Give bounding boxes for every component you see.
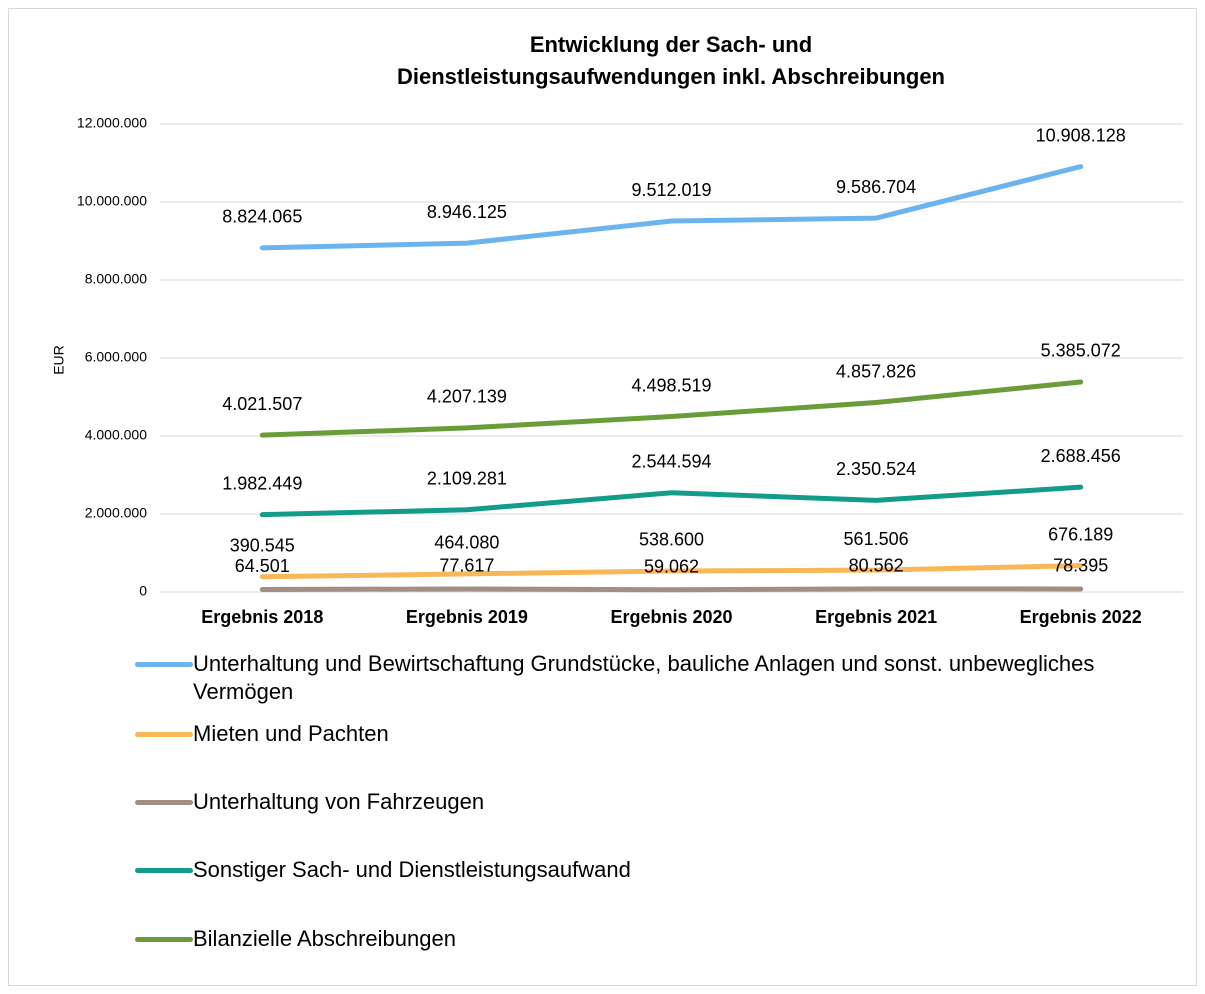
data-label: 1.982.449 — [222, 473, 302, 493]
data-label: 676.189 — [1048, 524, 1113, 544]
data-label: 561.506 — [844, 529, 909, 549]
legend-swatch — [135, 800, 193, 805]
chart-title: Dienstleistungsaufwendungen inkl. Abschr… — [397, 64, 945, 89]
chart-title: Entwicklung der Sach- und — [530, 32, 812, 57]
data-label: 78.395 — [1053, 556, 1108, 576]
x-tick-label: Ergebnis 2019 — [406, 607, 528, 627]
y-tick-label: 8.000.000 — [85, 271, 147, 287]
y-tick-label: 2.000.000 — [85, 505, 147, 521]
legend-label: Sonstiger Sach- und Dienstleistungsaufwa… — [193, 857, 631, 882]
data-label: 2.350.524 — [836, 459, 916, 479]
series-line — [259, 586, 1084, 593]
data-label: 5.385.072 — [1041, 341, 1121, 361]
y-tick-label: 10.000.000 — [77, 193, 147, 209]
legend-item: Unterhaltung und Bewirtschaftung Grundst… — [135, 650, 1168, 706]
legend-item: Bilanzielle Abschreibungen — [135, 925, 1168, 953]
data-label: 80.562 — [849, 556, 904, 576]
data-label: 2.544.594 — [631, 452, 711, 472]
y-tick-label: 6.000.000 — [85, 349, 147, 365]
legend-label: Bilanzielle Abschreibungen — [193, 926, 456, 951]
data-label: 8.946.125 — [427, 202, 507, 222]
x-tick-label: Ergebnis 2020 — [610, 607, 732, 627]
y-tick-label: 4.000.000 — [85, 427, 147, 443]
y-tick-label: 12.000.000 — [77, 115, 147, 131]
data-label: 2.688.456 — [1041, 446, 1121, 466]
data-label: 4.021.507 — [222, 394, 302, 414]
data-label: 9.512.019 — [631, 180, 711, 200]
x-tick-label: Ergebnis 2021 — [815, 607, 937, 627]
series-line — [259, 563, 1084, 580]
y-tick-label: 0 — [139, 583, 147, 599]
series-line — [259, 484, 1084, 518]
data-label: 464.080 — [434, 533, 499, 553]
x-tick-label: Ergebnis 2018 — [201, 607, 323, 627]
data-label: 4.857.826 — [836, 361, 916, 381]
data-label: 2.109.281 — [427, 468, 507, 488]
x-tick-label: Ergebnis 2022 — [1020, 607, 1142, 627]
legend-label: Mieten und Pachten — [193, 721, 389, 746]
series-line — [259, 379, 1084, 438]
data-label: 59.062 — [644, 556, 699, 576]
data-label: 77.617 — [439, 556, 494, 576]
legend-swatch — [135, 662, 193, 667]
legend-item: Mieten und Pachten — [135, 720, 1168, 748]
legend-label: Unterhaltung von Fahrzeugen — [193, 789, 485, 814]
legend-item: Unterhaltung von Fahrzeugen — [135, 788, 1168, 816]
data-label: 64.501 — [235, 556, 290, 576]
legend-swatch — [135, 868, 193, 873]
series-line — [259, 164, 1084, 251]
data-label: 9.586.704 — [836, 177, 916, 197]
legend-swatch — [135, 732, 193, 737]
data-label: 4.207.139 — [427, 387, 507, 407]
data-label: 10.908.128 — [1036, 125, 1126, 145]
data-label: 8.824.065 — [222, 207, 302, 227]
data-label: 390.545 — [230, 536, 295, 556]
legend-swatch — [135, 937, 193, 942]
legend-item: Sonstiger Sach- und Dienstleistungsaufwa… — [135, 856, 1168, 884]
data-label: 538.600 — [639, 530, 704, 550]
data-label: 4.498.519 — [631, 375, 711, 395]
legend-label: Unterhaltung und Bewirtschaftung Grundst… — [193, 651, 1095, 704]
y-axis-label: EUR — [51, 345, 67, 375]
